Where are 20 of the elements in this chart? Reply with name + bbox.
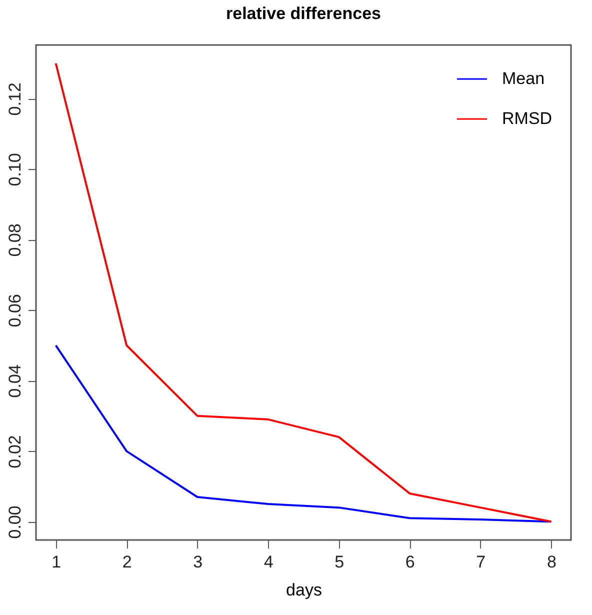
y-tick-label: 0.02 bbox=[6, 435, 24, 468]
y-tick-label: 0.06 bbox=[6, 294, 24, 328]
x-axis-title: days bbox=[286, 580, 322, 600]
y-tick-label: 0.08 bbox=[6, 224, 24, 257]
legend-label: Mean bbox=[502, 69, 545, 88]
x-tick-label: 6 bbox=[405, 552, 415, 572]
y-tick-label: 0.04 bbox=[6, 364, 24, 398]
y-tick-label: 0.12 bbox=[6, 82, 24, 116]
x-tick-label: 2 bbox=[122, 552, 132, 572]
chart-title: relative differences bbox=[226, 4, 381, 23]
x-tick-label: 5 bbox=[334, 552, 344, 572]
x-tick-label: 8 bbox=[546, 552, 556, 572]
x-tick-label: 7 bbox=[476, 552, 486, 572]
line-series bbox=[54, 62, 552, 523]
x-tick-label: 3 bbox=[193, 552, 203, 572]
x-tick-label: 4 bbox=[264, 552, 274, 572]
x-tick-label: 1 bbox=[52, 552, 62, 572]
y-tick-label: 0.00 bbox=[6, 506, 24, 539]
y-tick-label: 0.10 bbox=[6, 153, 24, 186]
legend-label: RMSD bbox=[502, 109, 552, 128]
